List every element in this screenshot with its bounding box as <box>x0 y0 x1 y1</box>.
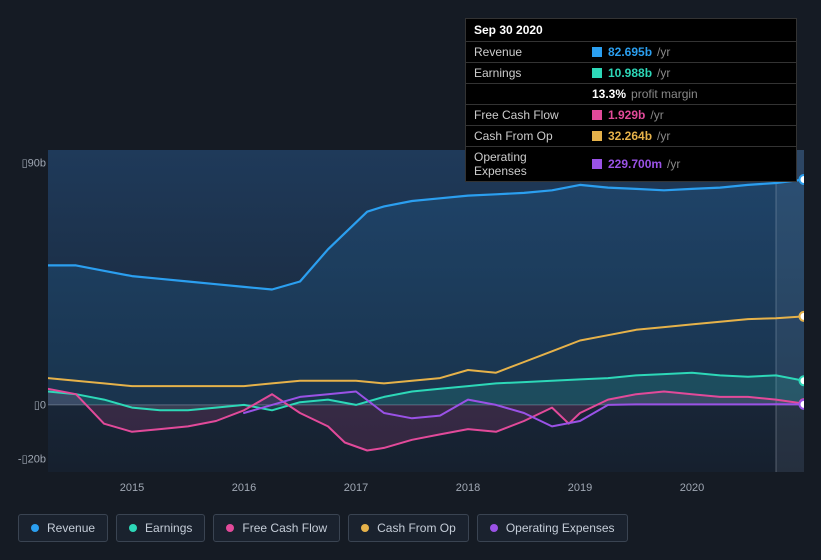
series-end-marker-earnings <box>800 376 805 385</box>
tooltip-value-unit: /yr <box>667 157 680 171</box>
tooltip-row-value: 13.3% profit margin <box>584 84 796 104</box>
x-axis-tick-label: 2016 <box>232 482 256 494</box>
series-end-marker-opex <box>800 400 805 409</box>
tooltip-row-label: Earnings <box>466 63 584 83</box>
legend-item-cash_from_op[interactable]: Cash From Op <box>348 514 469 542</box>
tooltip-row-value: 82.695b/yr <box>584 42 796 62</box>
tooltip-value-number: 82.695b <box>608 45 652 59</box>
x-axis-tick-label: 2015 <box>120 482 144 494</box>
y-axis-tick-label: ▯0 <box>34 398 46 411</box>
tooltip-row-value: 10.988b/yr <box>584 63 796 83</box>
series-marker-icon <box>592 159 602 169</box>
legend-item-label: Revenue <box>47 521 95 535</box>
legend-item-label: Earnings <box>145 521 192 535</box>
chart-legend: Revenue Earnings Free Cash Flow Cash From O… <box>18 514 628 542</box>
tooltip-row: Cash From Op32.264b/yr <box>466 126 796 147</box>
legend-dot-icon <box>31 524 39 532</box>
legend-item-earnings[interactable]: Earnings <box>116 514 205 542</box>
chart-plot-area[interactable] <box>48 150 804 472</box>
x-axis-tick-label: 2019 <box>568 482 592 494</box>
tooltip-value-number: 229.700m <box>608 157 662 171</box>
legend-item-label: Free Cash Flow <box>242 521 327 535</box>
tooltip-row-label <box>466 84 584 104</box>
tooltip-row: Free Cash Flow1.929b/yr <box>466 105 796 126</box>
legend-dot-icon <box>226 524 234 532</box>
tooltip-row-value: 1.929b/yr <box>584 105 796 125</box>
tooltip-value-number: 10.988b <box>608 66 652 80</box>
tooltip-value-unit: /yr <box>650 108 663 122</box>
x-axis-tick-label: 2020 <box>680 482 704 494</box>
tooltip-value-unit: /yr <box>657 45 670 59</box>
series-marker-icon <box>592 47 602 57</box>
tooltip-row-value: 32.264b/yr <box>584 126 796 146</box>
y-axis-tick-label: ▯90b <box>22 157 46 170</box>
x-axis-tick-label: 2017 <box>344 482 368 494</box>
tooltip-pct: 13.3% <box>592 87 626 101</box>
legend-item-label: Cash From Op <box>377 521 456 535</box>
legend-item-label: Operating Expenses <box>506 521 615 535</box>
tooltip-row-label: Cash From Op <box>466 126 584 146</box>
legend-dot-icon <box>490 524 498 532</box>
legend-dot-icon <box>361 524 369 532</box>
x-axis-tick-label: 2018 <box>456 482 480 494</box>
legend-item-revenue[interactable]: Revenue <box>18 514 108 542</box>
tooltip-pct-label: profit margin <box>631 87 698 101</box>
series-end-marker-cash_from_op <box>800 312 805 321</box>
tooltip-row-label: Free Cash Flow <box>466 105 584 125</box>
legend-item-fcf[interactable]: Free Cash Flow <box>213 514 340 542</box>
tooltip-value-unit: /yr <box>657 66 670 80</box>
tooltip-value-unit: /yr <box>657 129 670 143</box>
series-end-marker-revenue <box>800 175 805 184</box>
legend-item-opex[interactable]: Operating Expenses <box>477 514 628 542</box>
tooltip-value-number: 1.929b <box>608 108 645 122</box>
y-axis-tick-label: -▯20b <box>18 452 46 465</box>
tooltip-row-label: Operating Expenses <box>466 147 584 181</box>
tooltip-row-value: 229.700m/yr <box>584 147 796 181</box>
tooltip-date: Sep 30 2020 <box>466 19 796 42</box>
series-marker-icon <box>592 110 602 120</box>
chart-container: ▯90b ▯0 -▯20b 2015 2016 2017 2018 2019 2020 <box>18 150 804 510</box>
series-marker-icon <box>592 131 602 141</box>
tooltip-row: 13.3% profit margin <box>466 84 796 105</box>
tooltip-row: Earnings10.988b/yr <box>466 63 796 84</box>
tooltip-row-label: Revenue <box>466 42 584 62</box>
tooltip-value-number: 32.264b <box>608 129 652 143</box>
tooltip-row: Revenue82.695b/yr <box>466 42 796 63</box>
legend-dot-icon <box>129 524 137 532</box>
tooltip-row: Operating Expenses229.700m/yr <box>466 147 796 181</box>
series-marker-icon <box>592 68 602 78</box>
chart-tooltip: Sep 30 2020 Revenue82.695b/yrEarnings10.… <box>465 18 797 182</box>
